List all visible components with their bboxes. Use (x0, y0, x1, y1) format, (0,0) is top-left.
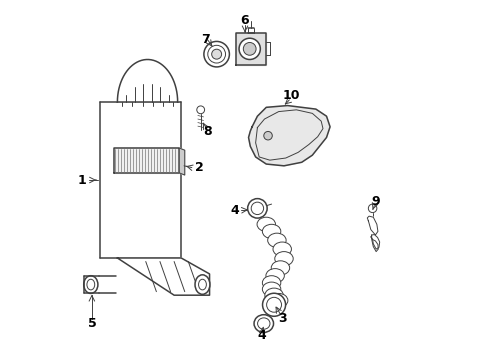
Polygon shape (118, 59, 178, 102)
Ellipse shape (258, 318, 270, 329)
Ellipse shape (262, 224, 281, 238)
Ellipse shape (251, 202, 264, 215)
Ellipse shape (212, 49, 221, 59)
Circle shape (368, 204, 377, 213)
Text: 3: 3 (278, 312, 287, 325)
Ellipse shape (266, 269, 284, 283)
Text: 4: 4 (230, 204, 239, 217)
Polygon shape (118, 258, 210, 295)
Ellipse shape (275, 252, 293, 266)
Text: 6: 6 (241, 14, 249, 27)
Ellipse shape (268, 233, 286, 247)
Ellipse shape (262, 276, 281, 290)
Polygon shape (368, 216, 378, 235)
Text: 8: 8 (203, 125, 212, 138)
Text: 7: 7 (201, 33, 210, 46)
Polygon shape (248, 105, 330, 166)
Ellipse shape (270, 293, 288, 307)
Text: 9: 9 (372, 195, 380, 208)
Text: 10: 10 (283, 89, 300, 102)
Ellipse shape (257, 217, 275, 231)
Text: 2: 2 (195, 161, 203, 174)
Ellipse shape (254, 315, 273, 332)
Circle shape (197, 106, 205, 114)
Ellipse shape (208, 45, 225, 63)
Circle shape (239, 38, 260, 59)
Ellipse shape (265, 288, 283, 302)
Circle shape (264, 131, 272, 140)
Ellipse shape (198, 279, 206, 290)
Ellipse shape (262, 282, 281, 296)
Text: 5: 5 (88, 317, 96, 330)
Ellipse shape (87, 279, 95, 290)
Polygon shape (236, 33, 266, 65)
Text: 1: 1 (77, 174, 86, 186)
Circle shape (244, 42, 256, 55)
Ellipse shape (247, 199, 267, 218)
Text: 4: 4 (258, 329, 267, 342)
Polygon shape (99, 102, 181, 258)
Polygon shape (257, 218, 294, 298)
Polygon shape (114, 148, 179, 173)
Ellipse shape (84, 276, 98, 293)
Polygon shape (179, 148, 185, 175)
Ellipse shape (273, 242, 292, 256)
Ellipse shape (267, 297, 282, 312)
Ellipse shape (204, 41, 229, 67)
Ellipse shape (263, 293, 286, 316)
Ellipse shape (271, 261, 290, 275)
Ellipse shape (195, 275, 210, 294)
